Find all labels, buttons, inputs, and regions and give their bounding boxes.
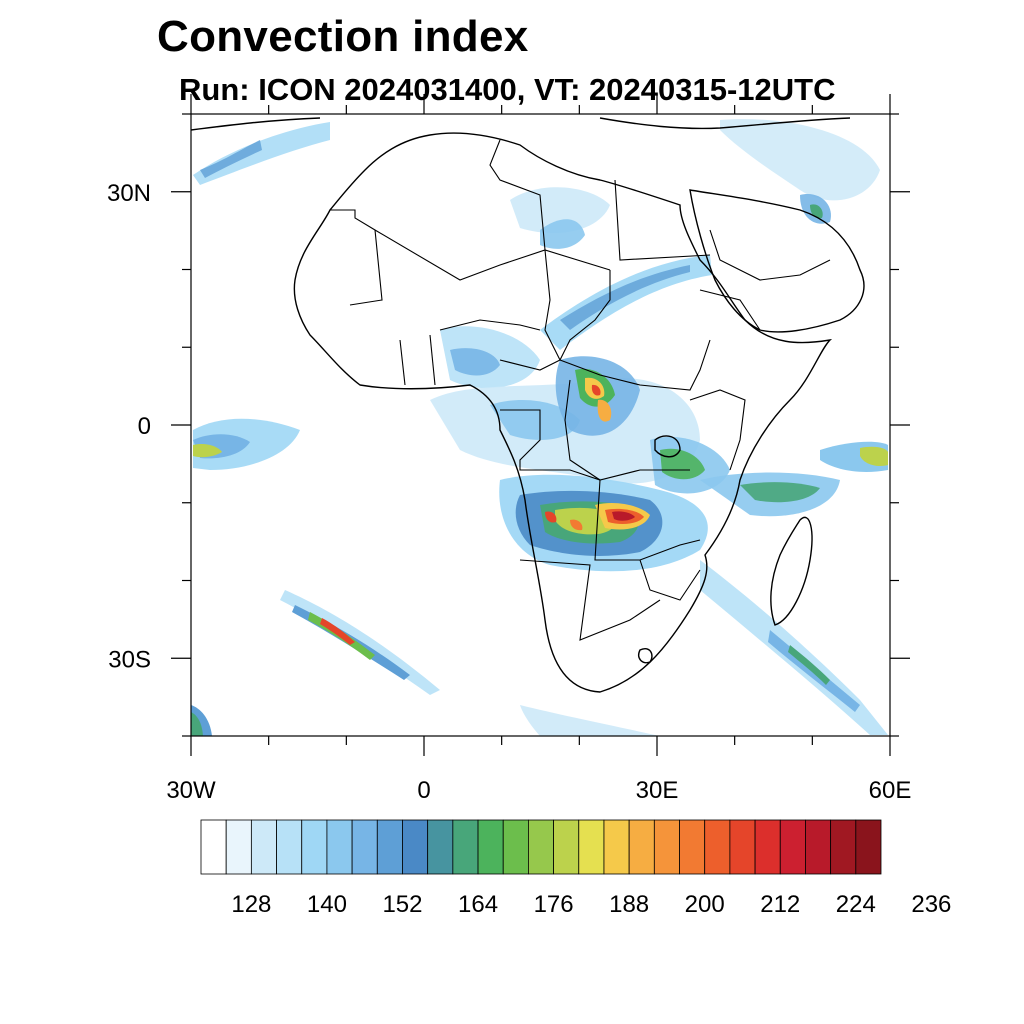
axis-tick-labels: 30N 0 30S 30W 0 30E 60E — [107, 180, 911, 804]
colorbar-box — [225, 819, 252, 875]
colorbar-box — [250, 819, 277, 875]
colorbar-box — [805, 819, 832, 875]
colorbar-label: 128 — [231, 891, 271, 918]
colorbar-box — [301, 819, 328, 875]
colorbar-box — [855, 819, 882, 875]
chart-subtitle: Run: ICON 2024031400, VT: 20240315-12UTC — [179, 72, 836, 107]
lat-tick-label: 30N — [107, 180, 151, 207]
colorbar-box — [729, 819, 756, 875]
colorbar-box — [628, 819, 655, 875]
colorbar-box — [553, 819, 580, 875]
colorbar-labels: 128 140 152 164 176 188 200 212 224 236 — [231, 891, 951, 918]
colorbar-label: 176 — [534, 891, 574, 918]
colorbar-label: 224 — [836, 891, 876, 918]
colorbar-box — [653, 819, 680, 875]
colorbar-box — [276, 819, 303, 875]
colorbar-label: 164 — [458, 891, 498, 918]
colorbar-label: 188 — [609, 891, 649, 918]
colorbar — [200, 819, 882, 875]
colorbar-box — [452, 819, 479, 875]
colorbar-box — [578, 819, 605, 875]
colorbar-box — [427, 819, 454, 875]
lat-tick-label: 30S — [108, 646, 151, 673]
colorbar-box — [376, 819, 403, 875]
colorbar-label: 200 — [685, 891, 725, 918]
country-borders — [330, 139, 831, 641]
colorbar-box — [754, 819, 781, 875]
colorbar-box — [528, 819, 554, 875]
colorbar-box — [477, 819, 504, 875]
colorbar-box — [704, 819, 731, 875]
convection-shading — [191, 119, 888, 736]
colorbar-box — [679, 819, 706, 875]
colorbar-box — [200, 819, 227, 875]
chart-title: Convection index — [157, 12, 529, 61]
colorbar-box — [402, 819, 429, 875]
colorbar-label: 236 — [911, 891, 951, 918]
colorbar-box — [830, 819, 857, 875]
colorbar-label: 212 — [760, 891, 800, 918]
colorbar-box — [603, 819, 630, 875]
axis-ticks — [171, 94, 910, 756]
lon-tick-label: 30E — [636, 777, 679, 804]
lon-tick-label: 0 — [417, 777, 430, 804]
colorbar-box — [779, 819, 806, 875]
lat-tick-label: 0 — [138, 413, 151, 440]
colorbar-label: 152 — [382, 891, 422, 918]
lon-tick-label: 60E — [869, 777, 912, 804]
colorbar-box — [502, 819, 529, 875]
coastlines — [191, 117, 865, 693]
colorbar-box — [326, 819, 353, 875]
colorbar-label: 140 — [307, 891, 347, 918]
lon-tick-label: 30W — [166, 777, 216, 804]
colorbar-box — [351, 819, 378, 875]
